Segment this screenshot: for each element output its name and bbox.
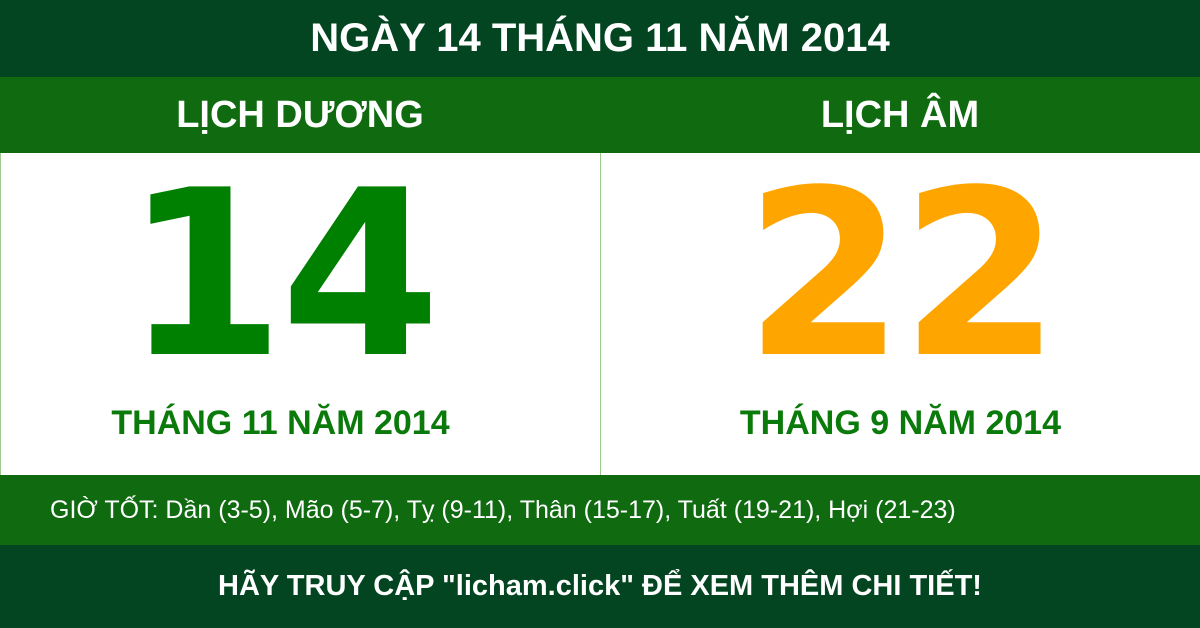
lunar-panel: 22 THÁNG 9 NĂM 2014	[600, 153, 1200, 475]
good-hours: GIỜ TỐT: Dần (3-5), Mão (5-7), Tỵ (9-11)…	[0, 475, 1200, 545]
solar-day: 14	[124, 153, 440, 409]
lunar-month-year: THÁNG 9 NĂM 2014	[739, 404, 1062, 442]
footer-cta: HÃY TRUY CẬP "licham.click" ĐỂ XEM THÊM …	[0, 545, 1200, 628]
solar-month-year: THÁNG 11 NĂM 2014	[111, 404, 450, 442]
lunar-calendar-label: LỊCH ÂM	[820, 94, 980, 136]
solar-calendar-label: LỊCH DƯƠNG	[176, 94, 424, 136]
solar-panel: 14 THÁNG 11 NĂM 2014	[0, 153, 600, 475]
calendar-headers: LỊCH DƯƠNG LỊCH ÂM	[0, 77, 1200, 153]
lunar-day: 22	[744, 153, 1060, 409]
page-title: NGÀY 14 THÁNG 11 NĂM 2014	[0, 0, 1200, 77]
